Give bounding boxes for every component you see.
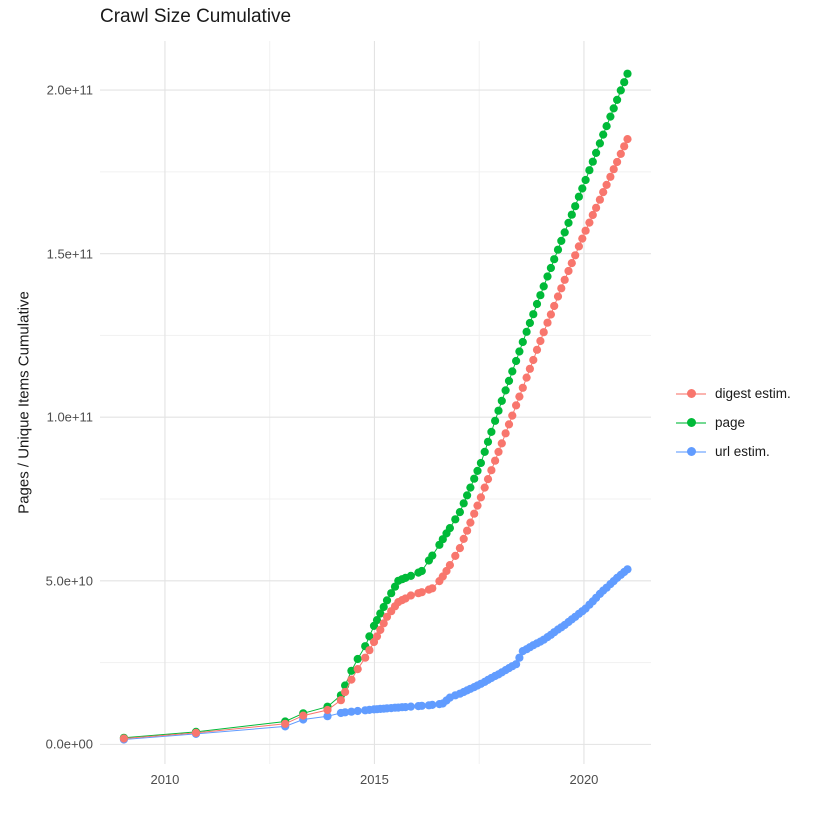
y-axis-title: Pages / Unique Items Cumulative (15, 291, 33, 514)
legend-label-page: page (715, 415, 746, 430)
y-tick-label: 1.5e+11 (46, 246, 93, 262)
y-tick-label: 1.0e+11 (46, 409, 93, 425)
legend-label-url: url estim. (715, 444, 770, 459)
x-tick-label: 2010 (150, 772, 180, 787)
legend-key-url-icon (676, 445, 706, 459)
legend-label-digest: digest estim. (715, 386, 791, 401)
legend-item-url: url estim. (676, 437, 791, 466)
y-tick-label: 0.0e+00 (45, 736, 93, 752)
plot-panel (100, 41, 651, 764)
y-tick-label: 5.0e+10 (45, 573, 93, 589)
x-tick-label: 2015 (359, 772, 389, 787)
legend-key-digest-icon (676, 387, 706, 401)
x-tick-label: 2020 (569, 772, 599, 787)
legend-item-page: page (676, 408, 791, 437)
legend-item-digest: digest estim. (676, 379, 791, 408)
plot-svg (100, 41, 651, 764)
y-tick-label: 2.0e+11 (46, 82, 93, 98)
chart-title: Crawl Size Cumulative (100, 6, 292, 27)
legend: digest estim. page url estim. (676, 379, 791, 466)
legend-key-page-icon (676, 416, 706, 430)
